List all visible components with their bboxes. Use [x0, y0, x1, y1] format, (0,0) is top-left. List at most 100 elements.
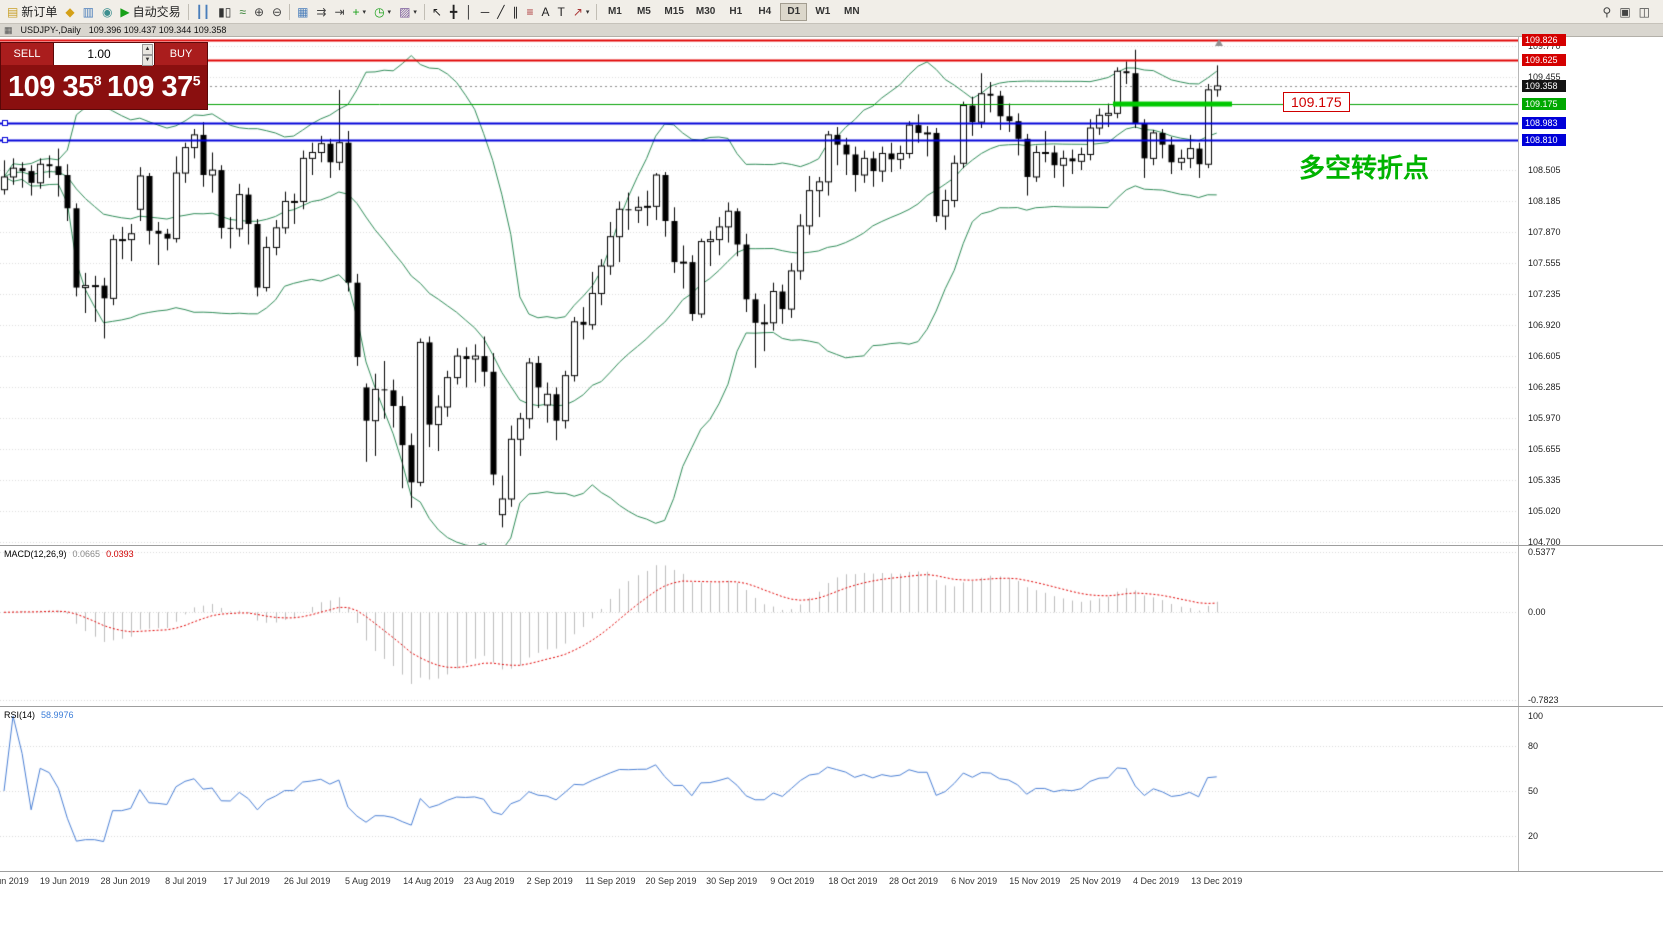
candlestick-chart-icon[interactable]: ▮▯: [214, 2, 235, 22]
label-icon[interactable]: T: [554, 2, 569, 22]
rsi-scale[interactable]: 100 80 50 20: [1518, 707, 1663, 871]
date-label: 17 Jul 2019: [223, 876, 270, 886]
buy-button[interactable]: BUY: [155, 43, 207, 65]
window-list-icon: ◫: [1638, 4, 1650, 19]
market-watch-icon[interactable]: ◆: [61, 2, 78, 22]
channel-icon[interactable]: ∥: [508, 2, 522, 22]
indicators-add-icon[interactable]: + ▾: [349, 2, 371, 22]
fibonacci-icon[interactable]: ≡: [522, 2, 537, 22]
tile-windows-icon: ▦: [297, 4, 309, 19]
price-tick: 105.970: [1528, 412, 1561, 423]
date-label: 2 Sep 2019: [526, 876, 573, 886]
timeframe-button-mn[interactable]: MN: [844, 6, 860, 17]
price-tick: 106.285: [1528, 381, 1561, 392]
timeframe-button-h4[interactable]: H4: [758, 6, 772, 17]
chart-title-bar: ▦ USDJPY-,Daily 109.396 109.437 109.344 …: [0, 24, 1663, 37]
price-tick: 107.555: [1528, 257, 1561, 268]
timeframe-button-m1[interactable]: M1: [607, 6, 622, 17]
text-icon[interactable]: A: [537, 2, 553, 22]
trendline-icon: ╱: [497, 4, 505, 19]
date-label: 20 Sep 2019: [645, 876, 697, 886]
rsi-canvas[interactable]: [0, 707, 1518, 871]
date-label: 10 Jun 2019: [0, 876, 29, 886]
bid-ask-display: 109 358 109 375: [1, 65, 207, 109]
cursor-icon[interactable]: ↖: [428, 2, 446, 22]
date-label: 8 Jul 2019: [165, 876, 207, 886]
date-label: 14 Aug 2019: [403, 876, 454, 886]
search-icon[interactable]: ⚲: [1599, 2, 1616, 22]
price-scale[interactable]: 109.770109.455108.505108.185107.870107.5…: [1518, 34, 1663, 547]
trendline-icon[interactable]: ╱: [493, 2, 508, 22]
price-badge: 109.175: [1522, 98, 1566, 111]
rsi-scale-tick: 100: [1528, 711, 1544, 721]
new-window-icon[interactable]: ▣: [1615, 2, 1634, 22]
crosshair-icon[interactable]: ╋: [446, 2, 461, 22]
auto-scroll-icon: ⇉: [316, 4, 327, 19]
date-label: 19 Jun 2019: [39, 876, 90, 886]
price-level-label: 109.175: [1283, 92, 1350, 112]
volume-input[interactable]: [54, 43, 154, 65]
rsi-scale-tick: 50: [1528, 786, 1539, 796]
main-chart-canvas[interactable]: [0, 37, 1518, 545]
periods-icon[interactable]: ◷ ▾: [370, 2, 395, 22]
rsi-scale-tick: 80: [1528, 741, 1539, 751]
chart-symbol-period: USDJPY-,Daily: [20, 25, 81, 35]
date-axis[interactable]: 10 Jun 2019 19 Jun 2019 28 Jun 2019 8 Jul 2…: [0, 872, 1518, 892]
timeframe-button-m5[interactable]: M5: [636, 6, 651, 17]
timeframe-button-w1[interactable]: W1: [815, 6, 831, 17]
line-chart-icon[interactable]: ≈: [235, 2, 250, 22]
toolbar-right: ⚲ ▣ ◫: [1599, 2, 1660, 22]
rsi-scale-tick: 20: [1528, 831, 1539, 841]
chart-annotation-text: 多空转折点: [1299, 153, 1430, 183]
bar-chart-icon: ┃┃: [195, 4, 211, 19]
price-badge: 109.625: [1522, 54, 1566, 66]
volume-spinner: ▲ ▼: [142, 44, 153, 66]
price-tick: 105.020: [1528, 505, 1561, 516]
date-label: 23 Aug 2019: [463, 876, 515, 886]
volume-down-button[interactable]: ▼: [142, 55, 153, 66]
macd-canvas[interactable]: [0, 546, 1518, 706]
date-label: 4 Dec 2019: [1133, 876, 1180, 886]
autotrading-button-label: 自动交易: [132, 5, 181, 19]
chart-shift-icon: ⇥: [334, 4, 345, 19]
bar-chart-icon[interactable]: ┃┃: [192, 2, 214, 22]
label-icon: T: [557, 4, 565, 19]
zoom-out-icon[interactable]: ⊖: [268, 2, 286, 22]
rsi-label: RSI(14) 58.9976: [4, 710, 74, 720]
text-icon: A: [541, 4, 550, 19]
chart-ohlc-values: 109.396 109.437 109.344 109.358: [88, 25, 227, 35]
toolbar-separator: [187, 3, 189, 20]
toolbar-buttons: ▤ 新订单 ◆ ▥ ◉ ▶ 自动交易 ┃┃ ▮▯ ≈ ⊕ ⊖ ▦ ⇉ ⇥ + ▾ ◷ ▾ ▨ ▾ ↖ ╋ │ ─ ╱ ∥ ≡ A T ↗ ▾: [3, 2, 600, 22]
zoom-in-icon[interactable]: ⊕: [250, 2, 268, 22]
templates-icon[interactable]: ▨ ▾: [395, 2, 421, 22]
sell-button[interactable]: SELL: [1, 43, 53, 65]
toolbar: ▤ 新订单 ◆ ▥ ◉ ▶ 自动交易 ┃┃ ▮▯ ≈ ⊕ ⊖ ▦ ⇉ ⇥ + ▾ ◷ ▾ ▨ ▾ ↖ ╋ │ ─ ╱ ∥ ≡ A T ↗ ▾ …: [0, 0, 1663, 24]
date-label: 9 Oct 2019: [770, 876, 815, 886]
cursor-icon: ↖: [431, 4, 442, 19]
timeframe-button-m15[interactable]: M15: [664, 6, 684, 17]
date-label: 15 Nov 2019: [1009, 876, 1061, 886]
price-tick: 105.655: [1528, 443, 1561, 454]
horizontal-line-icon[interactable]: ─: [477, 2, 494, 22]
arrows-icon[interactable]: ↗ ▾: [569, 2, 594, 22]
vertical-line-icon[interactable]: │: [461, 2, 477, 22]
timeframe-button-h1[interactable]: H1: [729, 6, 743, 17]
auto-scroll-icon[interactable]: ⇉: [312, 2, 330, 22]
date-label: 28 Jun 2019: [100, 876, 151, 886]
data-window-icon[interactable]: ▥: [79, 2, 98, 22]
panel-separator[interactable]: [0, 706, 1663, 707]
window-list-icon[interactable]: ◫: [1635, 2, 1654, 22]
arrows-icon: ↗: [572, 4, 583, 19]
tile-windows-icon[interactable]: ▦: [293, 2, 312, 22]
panel-separator[interactable]: [0, 545, 1663, 546]
chart-window-icon: ▦: [4, 24, 13, 35]
timeframe-button-d1[interactable]: D1: [780, 2, 808, 21]
chart-shift-icon[interactable]: ⇥: [330, 2, 348, 22]
timeframe-button-m30[interactable]: M30: [695, 6, 716, 17]
new-order-button[interactable]: ▤ 新订单: [3, 2, 61, 22]
navigator-icon[interactable]: ◉: [98, 2, 116, 22]
autotrading-button[interactable]: ▶ 自动交易: [116, 2, 184, 22]
macd-scale[interactable]: 0.5377 0.00 -0.7823: [1518, 546, 1663, 706]
date-label: 5 Aug 2019: [345, 876, 391, 886]
volume-up-button[interactable]: ▲: [142, 44, 153, 55]
